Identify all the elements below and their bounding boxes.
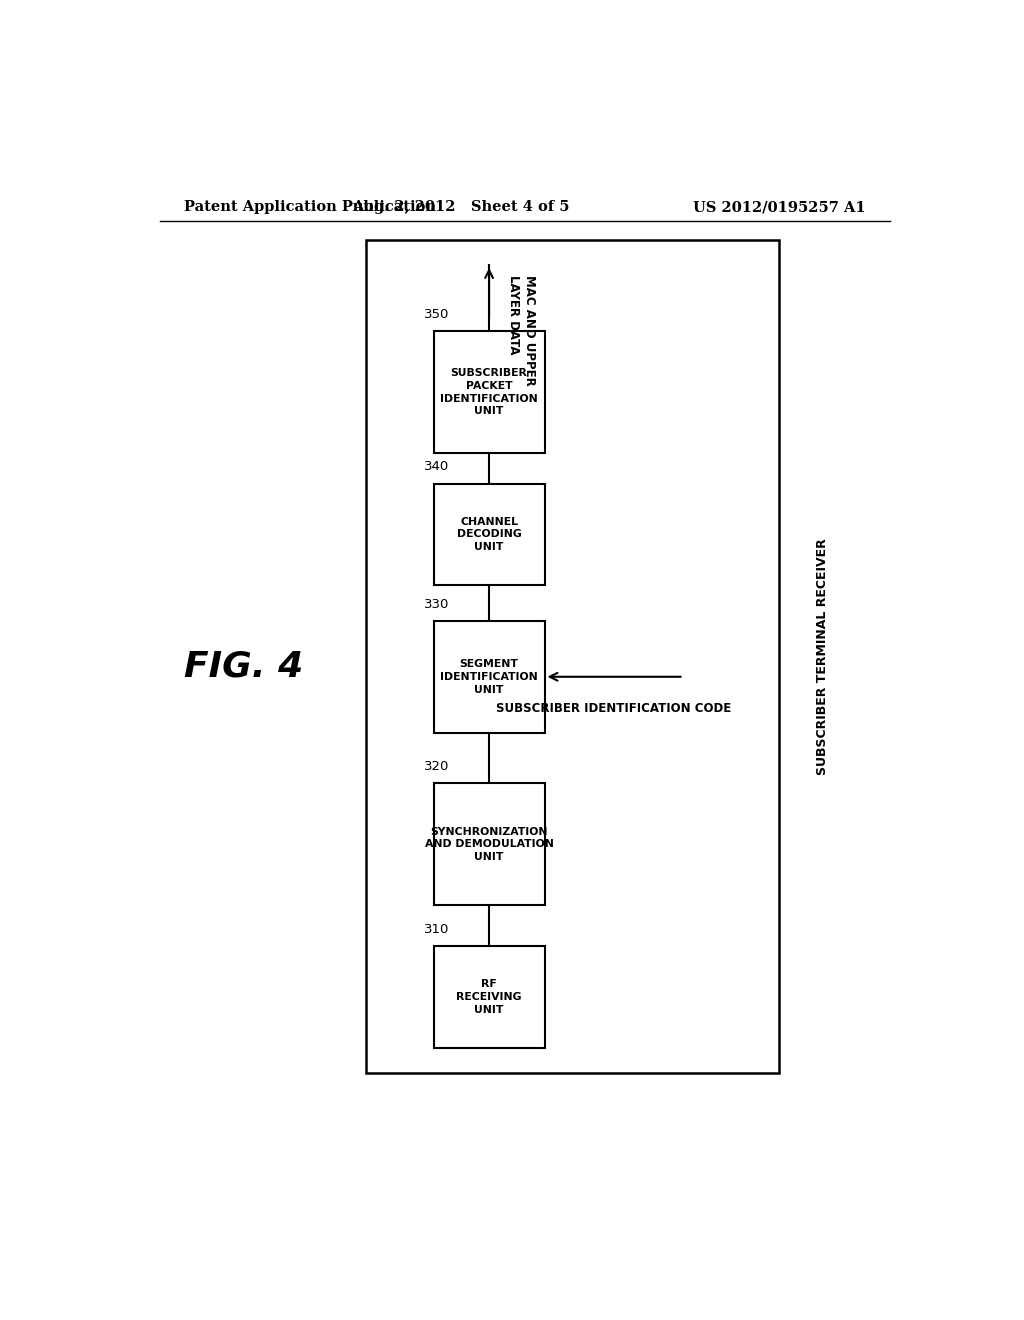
Bar: [433, 620, 545, 733]
Bar: [433, 946, 545, 1048]
Bar: [433, 331, 545, 453]
Text: SUBSCRIBER
PACKET
IDENTIFICATION
UNIT: SUBSCRIBER PACKET IDENTIFICATION UNIT: [440, 368, 538, 416]
Text: FIG. 4: FIG. 4: [183, 649, 303, 684]
Text: Aug. 2, 2012   Sheet 4 of 5: Aug. 2, 2012 Sheet 4 of 5: [352, 201, 570, 214]
Text: SUBSCRIBER IDENTIFICATION CODE: SUBSCRIBER IDENTIFICATION CODE: [497, 702, 732, 715]
Text: SYNCHRONIZATION
AND DEMODULATION
UNIT: SYNCHRONIZATION AND DEMODULATION UNIT: [425, 826, 554, 862]
Text: CHANNEL
DECODING
UNIT: CHANNEL DECODING UNIT: [457, 516, 521, 552]
Bar: [433, 483, 545, 585]
Text: 330: 330: [424, 598, 450, 611]
Text: 320: 320: [424, 760, 450, 774]
Text: 350: 350: [424, 308, 450, 321]
Bar: [367, 240, 778, 1073]
Text: SUBSCRIBER TERMINAL RECEIVER: SUBSCRIBER TERMINAL RECEIVER: [816, 539, 828, 775]
Bar: [433, 784, 545, 906]
Text: RF
RECEIVING
UNIT: RF RECEIVING UNIT: [457, 979, 522, 1015]
Text: Patent Application Publication: Patent Application Publication: [183, 201, 435, 214]
Text: 340: 340: [424, 461, 450, 474]
Text: US 2012/0195257 A1: US 2012/0195257 A1: [693, 201, 866, 214]
Text: MAC AND UPPER
LAYER DATA: MAC AND UPPER LAYER DATA: [507, 276, 536, 385]
Text: 310: 310: [424, 923, 450, 936]
Text: SEGMENT
IDENTIFICATION
UNIT: SEGMENT IDENTIFICATION UNIT: [440, 659, 538, 694]
